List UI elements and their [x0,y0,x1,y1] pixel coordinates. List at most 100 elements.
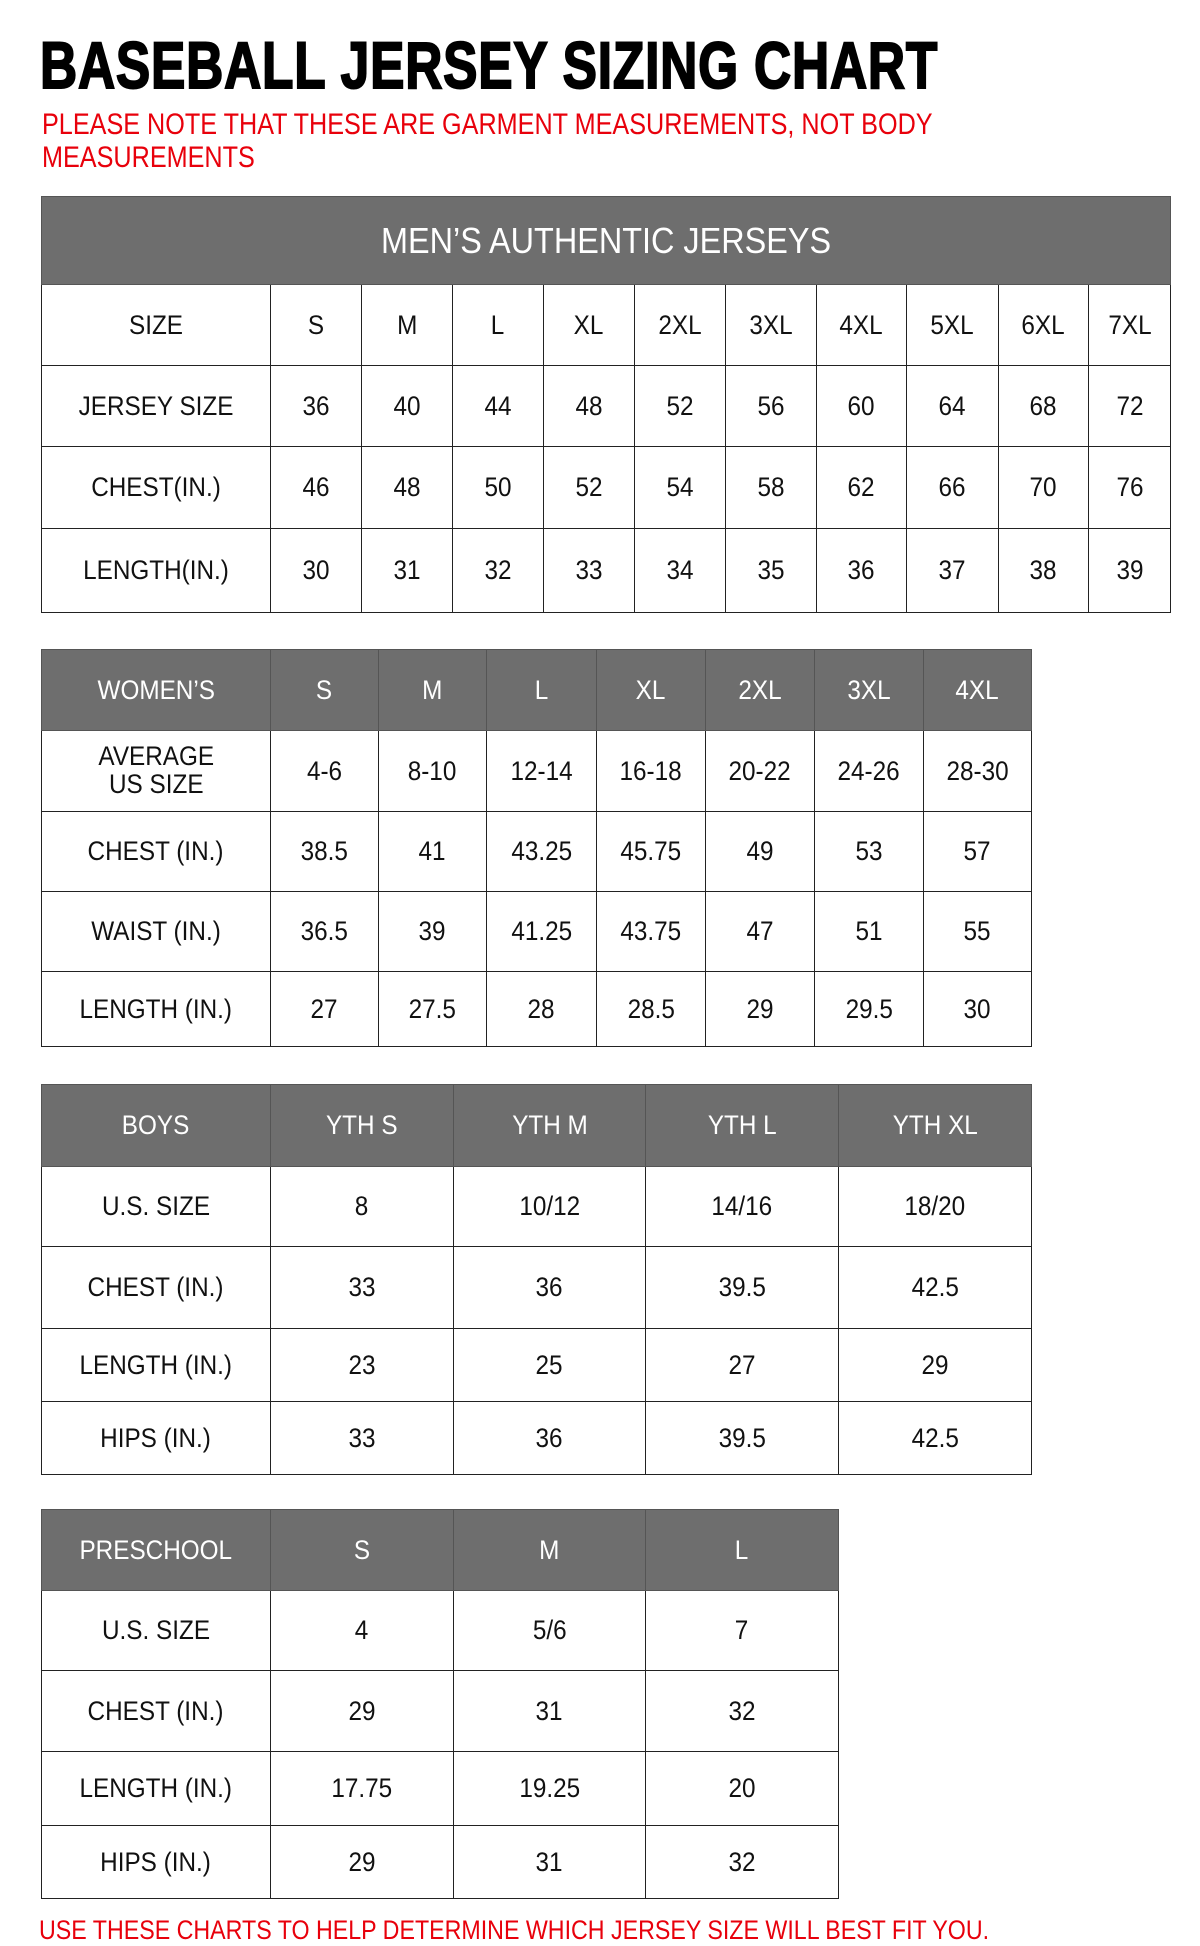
value-cell: 29 [270,1825,454,1899]
cell-text: 27 [310,993,339,1024]
value-cell: 47 [705,891,815,972]
table-row: CHEST (IN.) 33 36 39.5 42.5 [41,1246,1032,1329]
value-cell: 62 [816,446,907,529]
value-cell: 20 [645,1751,839,1826]
cell-text: 29.5 [845,993,893,1024]
value-cell: 12-14 [486,730,597,812]
value-cell: 41.25 [486,891,597,972]
size-header-cell: M [361,284,453,366]
cell-text: YTH S [326,1110,398,1140]
cell-text: 33 [348,1272,376,1302]
value-cell: 36 [816,528,907,613]
value-cell: 57 [923,811,1032,892]
cell-text: 29 [921,1349,949,1380]
size-header-cell: L [486,649,597,731]
table-row: WAIST (IN.) 36.5 39 41.25 43.75 47 51 55 [41,891,1032,972]
value-cell: 28.5 [596,971,706,1047]
cell-text: LENGTH (IN.) [79,1773,233,1803]
value-cell: 31 [361,528,453,613]
size-header-cell: S [270,284,362,366]
cell-text: 30 [963,993,992,1024]
cell-text: CHEST (IN.) [88,836,224,866]
value-cell: 45.75 [596,811,706,892]
page-title: BASEBALL JERSEY SIZING CHART [39,28,939,102]
cell-text: 38.5 [300,836,349,866]
size-header-cell: YTH L [645,1084,839,1167]
garment-note: PLEASE NOTE THAT THESE ARE GARMENT MEASU… [42,108,933,174]
size-header-cell: 2XL [634,284,726,366]
cell-text: S [316,674,333,705]
cell-text: 46 [302,472,330,502]
value-cell: 24-26 [814,730,924,812]
cell-text: WOMEN’S [97,674,215,705]
value-cell: 37 [906,528,999,613]
cell-text: 4XL [955,674,1000,705]
row-label-cell: U.S. SIZE [41,1590,271,1671]
cell-text: YTH L [707,1110,777,1140]
cell-text: 6XL [1021,309,1066,340]
value-cell: 72 [1087,365,1172,447]
value-cell: 8 [270,1166,454,1247]
row-label-cell: LENGTH (IN.) [41,1328,271,1402]
mens-size-table: MEN’S AUTHENTIC JERSEYS SIZE S M L XL 2XL 3XL 4X… [40,196,1172,613]
value-cell: 28 [486,971,597,1047]
value-cell: 19.25 [453,1751,646,1826]
cell-text: 7 [735,1615,749,1645]
value-cell: 27 [645,1328,839,1402]
cell-text: 34 [666,555,694,585]
cell-text: 3XL [749,309,793,340]
size-header-cell: L [645,1509,839,1591]
cell-text: L [735,1534,749,1565]
size-header-cell: S [270,649,379,731]
value-cell: 38 [998,528,1089,613]
cell-text: 4XL [839,309,884,340]
cell-text: 51 [855,916,883,946]
cell-text: 31 [535,1846,564,1877]
cell-text: 31 [393,555,421,585]
value-cell: 14/16 [645,1166,839,1247]
cell-text: 47 [746,916,774,946]
cell-text: 12-14 [510,755,573,786]
table-row: CHEST(IN.) 46 48 50 52 54 58 62 66 70 76 [41,446,1172,529]
value-cell: 49 [705,811,815,892]
cell-text: 50 [484,472,512,502]
cell-text: 55 [963,916,992,946]
value-cell: 27 [270,971,379,1047]
value-cell: 7 [645,1590,839,1671]
value-cell: 16-18 [596,730,706,812]
cell-text: YTH XL [892,1110,978,1140]
table-row: AVERAGE US SIZE 4-6 8-10 12-14 16-18 20-22 24-… [41,730,1032,812]
cell-text: AVERAGE US SIZE [98,741,214,799]
value-cell: 41 [378,811,487,892]
value-cell: 38.5 [270,811,379,892]
cell-text: 41.25 [511,916,572,946]
value-cell: 31 [453,1825,646,1899]
cell-text: 29 [348,1846,376,1877]
cell-text: 32 [728,1846,756,1877]
value-cell: 48 [543,365,635,447]
cell-text: 68 [1029,390,1058,421]
cell-text: LENGTH(IN.) [83,555,229,585]
row-label-cell: CHEST(IN.) [41,446,271,529]
cell-text: 3XL [847,674,891,705]
cell-text: 43.25 [511,836,572,866]
row-label-cell: WAIST (IN.) [41,891,271,972]
cell-text: 20 [728,1773,756,1803]
value-cell: 39.5 [645,1246,839,1329]
value-cell: 34 [634,528,726,613]
value-cell: 20-22 [705,730,815,812]
cell-text: LENGTH (IN.) [79,1349,233,1380]
table-row: U.S. SIZE 4 5/6 7 [41,1590,839,1671]
header-row: BOYS YTH S YTH M YTH L YTH XL [41,1084,1032,1167]
cell-text: CHEST (IN.) [88,1272,224,1302]
cell-text: 39.5 [718,1422,766,1453]
cell-text: 43.75 [620,916,682,946]
cell-text: 36 [535,1422,564,1453]
value-cell: 43.25 [486,811,597,892]
row-label-cell: LENGTH (IN.) [41,971,271,1047]
cell-text: L [534,674,549,705]
value-cell: 10/12 [453,1166,646,1247]
size-header-cell: L [452,284,544,366]
value-cell: 33 [270,1246,454,1329]
cell-text: 41 [418,836,447,866]
